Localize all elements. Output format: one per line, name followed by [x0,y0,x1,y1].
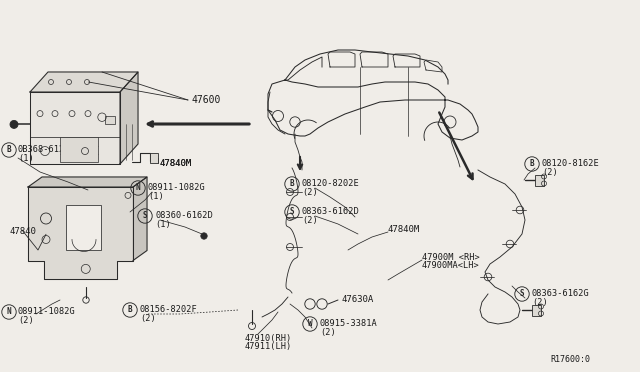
Text: B: B [290,180,294,189]
Text: 08120-8202E: 08120-8202E [302,180,360,189]
Polygon shape [133,177,147,260]
Text: 47900M <RH>: 47900M <RH> [422,253,480,262]
Bar [30,92,120,164]
Text: 0B368-6122G: 0B368-6122G [18,145,76,154]
Text: 08363-6162D: 08363-6162D [302,208,360,217]
Text: 47840M: 47840M [388,225,420,234]
Bar [535,174,544,186]
Polygon shape [28,177,147,187]
Bar [532,305,541,315]
Text: 08911-1082G: 08911-1082G [148,183,205,192]
Text: 47840: 47840 [10,228,37,237]
Text: R17600:0: R17600:0 [550,356,590,365]
Text: S: S [290,208,294,217]
Text: 08156-8202F: 08156-8202F [140,305,198,314]
Text: B: B [128,305,132,314]
Text: (2): (2) [532,298,548,308]
Text: (2): (2) [18,317,34,326]
Text: (2): (2) [320,328,336,337]
Text: 47911(LH): 47911(LH) [245,343,292,352]
Text: 08915-3381A: 08915-3381A [320,320,378,328]
Text: 08911-1082G: 08911-1082G [18,308,76,317]
Bar [150,153,158,163]
Text: (1): (1) [18,154,34,164]
Text: B: B [6,145,12,154]
Text: (2): (2) [140,314,156,324]
Text: (2): (2) [302,189,317,198]
Text: S: S [520,289,524,298]
Text: W: W [308,320,312,328]
Text: 47900MA<LH>: 47900MA<LH> [422,262,480,270]
Text: 47630A: 47630A [342,295,374,305]
Circle shape [201,233,207,239]
Text: 08120-8162E: 08120-8162E [542,160,600,169]
Text: (2): (2) [542,169,557,177]
Text: 47910(RH): 47910(RH) [245,334,292,343]
Text: (2): (2) [302,217,317,225]
Text: 47840M: 47840M [160,160,192,169]
Text: (1): (1) [155,221,171,230]
Bar [60,137,98,162]
Text: S: S [143,212,147,221]
Text: 08363-6162G: 08363-6162G [532,289,589,298]
Circle shape [10,121,18,128]
Bar [105,116,115,124]
Text: N: N [136,183,140,192]
Polygon shape [120,72,138,164]
Text: 08360-6162D: 08360-6162D [155,212,212,221]
Polygon shape [30,72,138,92]
Text: (1): (1) [148,192,164,202]
Text: 47600: 47600 [192,95,221,105]
Bar [66,205,101,250]
Text: N: N [6,308,12,317]
Text: B: B [530,160,534,169]
Text: 47840M: 47840M [160,160,192,169]
Polygon shape [28,187,133,279]
